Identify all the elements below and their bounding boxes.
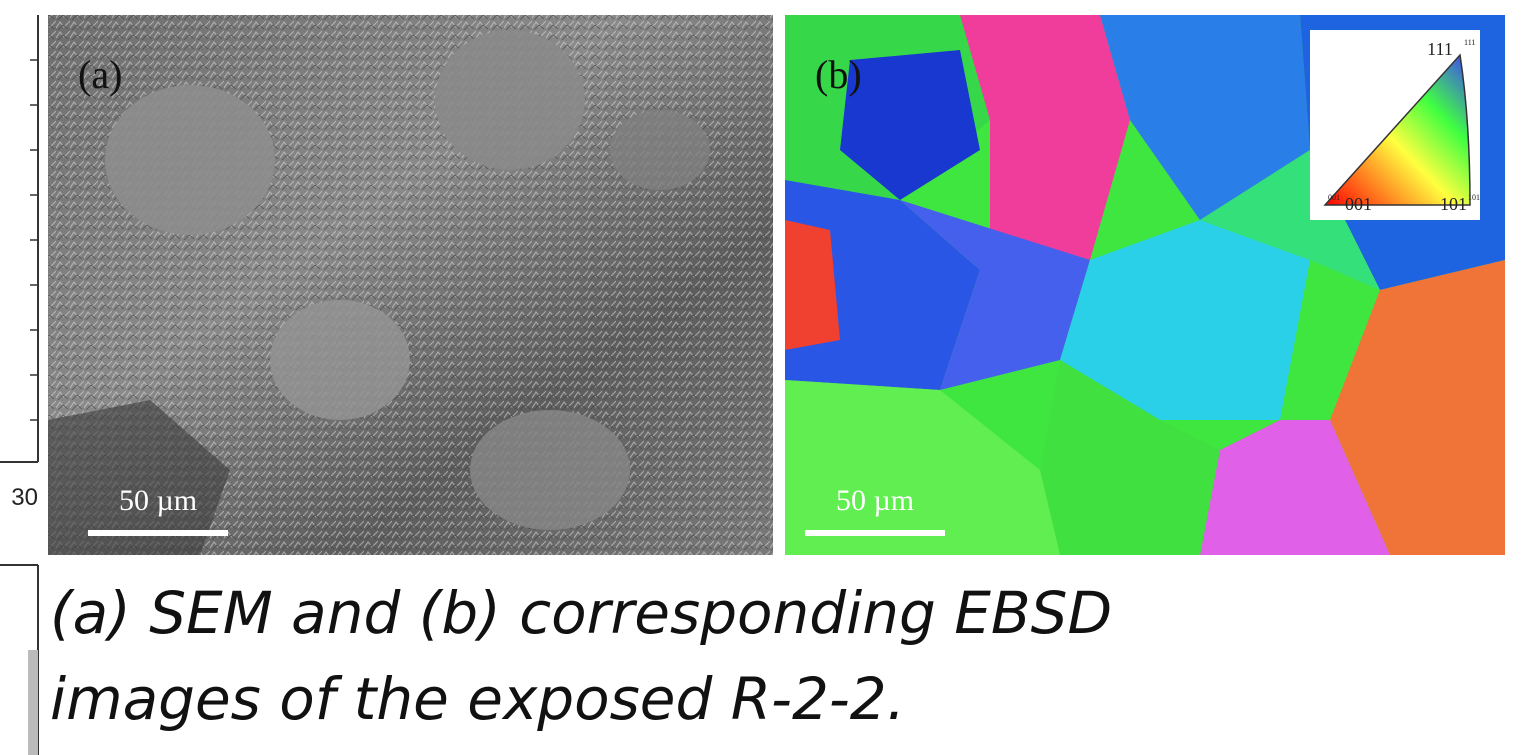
scale-bar-label: 50 µm — [836, 484, 914, 517]
partial-plot: 30 — [0, 15, 38, 511]
partial-plot — [0, 560, 45, 755]
sem-image: (a) 50 µm — [48, 15, 773, 555]
panel-label: (b) — [815, 52, 862, 97]
axis-label: 30 — [11, 484, 38, 511]
ebsd-image: 111 111 001 001 101 101 (b) 50 µm — [785, 15, 1505, 555]
scale-bar — [88, 530, 228, 536]
inset-label-small: 111 — [1464, 38, 1475, 47]
panel-label: (a) — [78, 52, 122, 97]
figure: 30 (a) 50 µm 111 111 001 001 — [0, 0, 1521, 560]
scale-bar-label: 50 µm — [119, 484, 197, 517]
inset-label: 001 — [1345, 194, 1372, 214]
inset-label: 111 — [1427, 39, 1453, 59]
inset-label: 101 — [1440, 194, 1467, 214]
caption-line: (a) SEM and (b) corresponding EBSD — [50, 570, 1112, 656]
scale-bar — [805, 530, 945, 536]
inset-label-small: 001 — [1328, 193, 1340, 202]
caption: (a) SEM and (b) corresponding EBSD image… — [50, 570, 1112, 742]
caption-line: images of the exposed R-2-2. — [50, 656, 1112, 742]
inset-label-small: 101 — [1468, 193, 1480, 202]
page: 30 (a) 50 µm 111 111 001 001 — [0, 0, 1521, 755]
